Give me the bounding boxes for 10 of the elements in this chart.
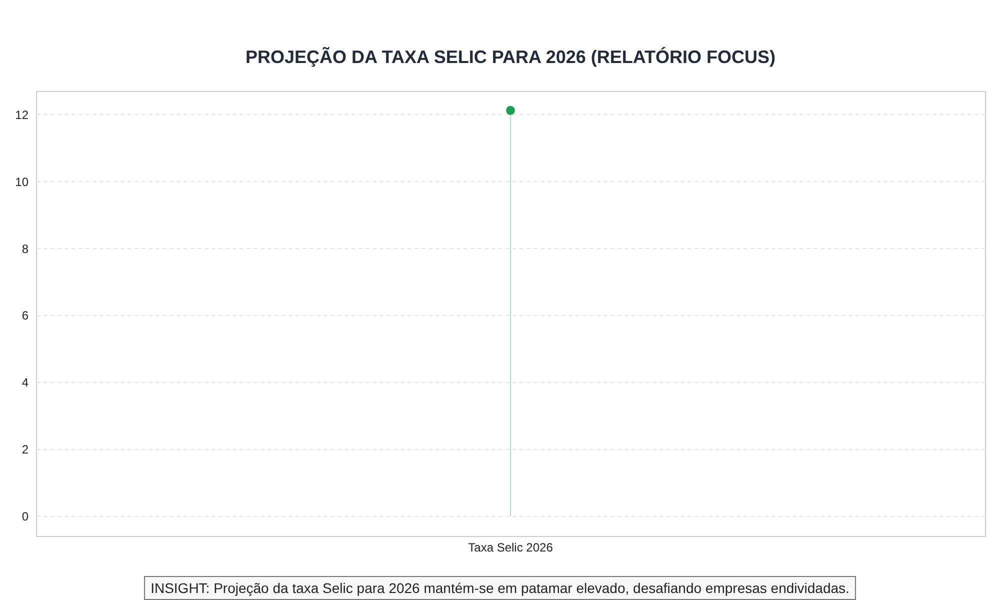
y-tick-label: 8 — [22, 242, 29, 256]
y-tick-label: 4 — [22, 376, 29, 390]
y-tick-label: 10 — [15, 174, 29, 189]
chart-title: PROJEÇÃO DA TAXA SELIC PARA 2026 (RELATÓRIO FOCUS) — [245, 46, 776, 67]
text: INSIGHT: Projeção da taxa Selic para 2026 mantém-se em patamar elevado, desafiando empresas endividadas. — [144, 576, 856, 600]
x-tick-label: Taxa Selic 2026 — [468, 540, 554, 554]
y-tick-label: 2 — [22, 442, 29, 457]
y-tick-label: 0 — [22, 509, 29, 524]
y-tick-label: 6 — [22, 308, 29, 323]
y-tick-label: 12 — [15, 108, 29, 122]
